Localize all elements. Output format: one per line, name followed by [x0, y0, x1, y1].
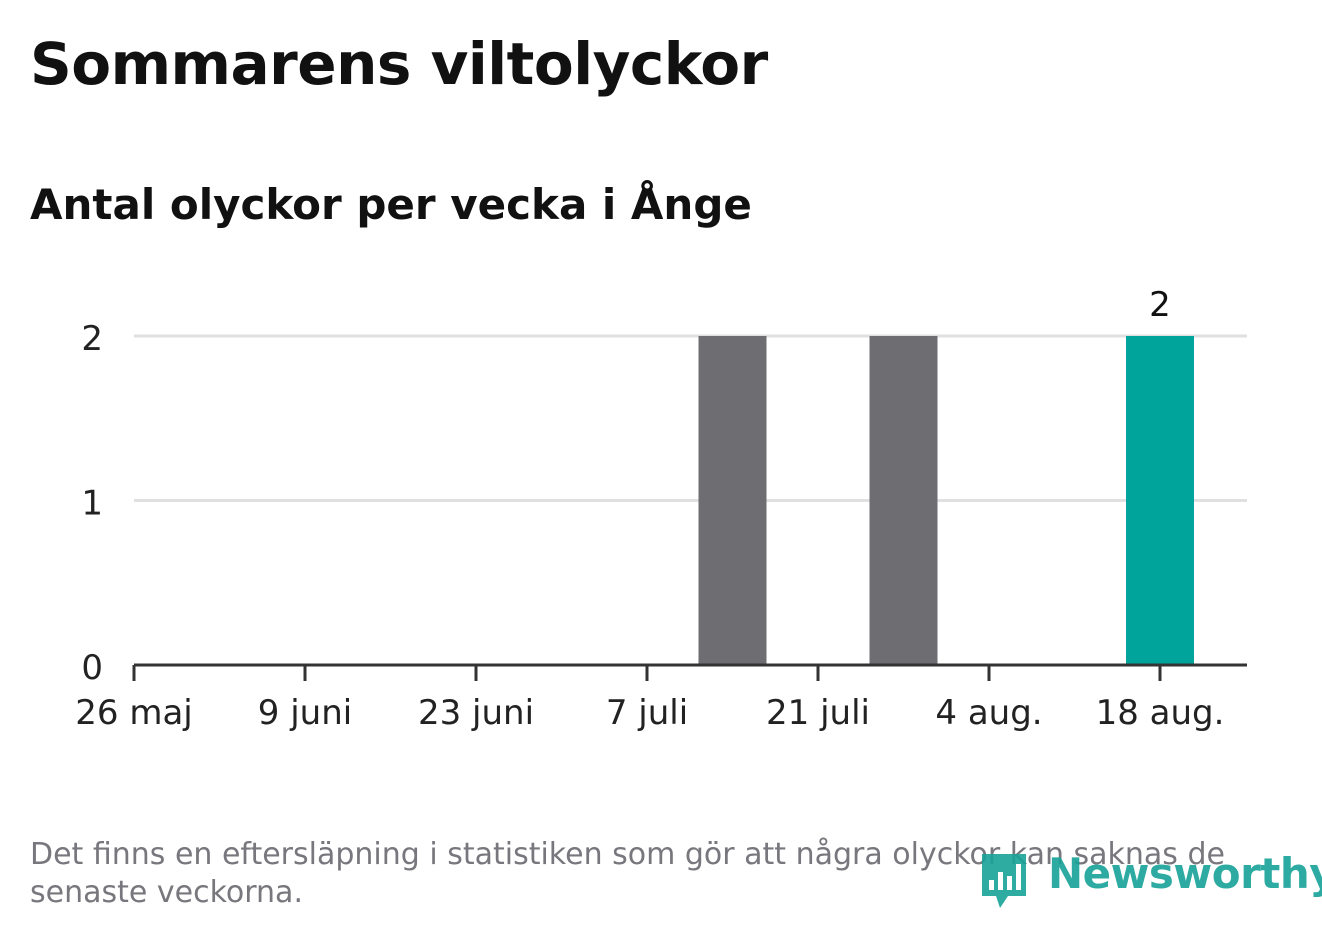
- x-axis: [132, 663, 1247, 681]
- bar-highlight: [1126, 336, 1194, 665]
- chart-subtitle: Antal olyckor per vecka i Ånge: [30, 180, 752, 229]
- labels: 0 1 2 2 26 maj 9 juni 23 juni 7 juli 21 juli 4 au…: [75, 285, 1224, 733]
- newsworthy-logo: Newsworthy: [978, 848, 1322, 914]
- gridlines: [134, 334, 1247, 502]
- x-tick-label: 4 aug.: [935, 693, 1042, 733]
- x-tick-label: 7 juli: [606, 693, 688, 733]
- chart-bubble-icon: [982, 854, 1026, 908]
- x-tick-label: 18 aug.: [1096, 693, 1225, 733]
- bar: [869, 336, 938, 665]
- chart-title: Sommarens viltolyckor: [30, 30, 768, 98]
- y-tick-label: 2: [81, 319, 103, 359]
- x-tick-label: 23 juni: [418, 693, 534, 733]
- bars: [698, 336, 1194, 665]
- x-tick-label: 26 maj: [75, 693, 192, 733]
- x-tick-label: 9 juni: [258, 693, 352, 733]
- bar: [698, 336, 767, 665]
- logo-text: Newsworthy: [1048, 849, 1322, 898]
- data-label: 2: [1149, 285, 1171, 325]
- x-tick-label: 21 juli: [766, 693, 870, 733]
- y-tick-label: 0: [81, 648, 103, 688]
- bar-chart: 0 1 2 2 26 maj 9 juni 23 juni 7 juli 21 juli 4 au…: [75, 285, 1247, 733]
- y-tick-label: 1: [81, 484, 103, 524]
